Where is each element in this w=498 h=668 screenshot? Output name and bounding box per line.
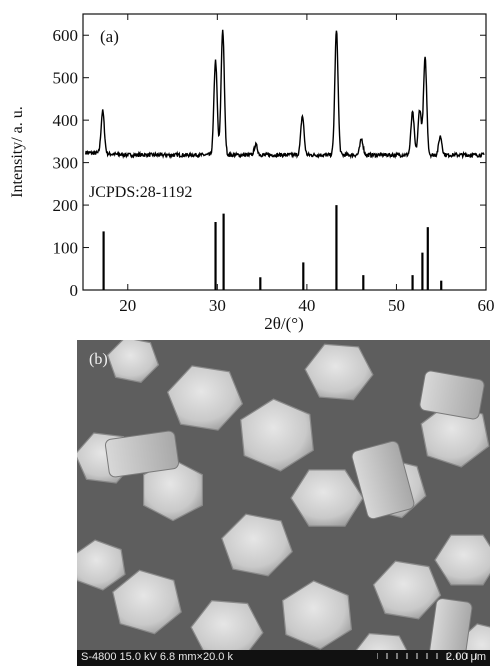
hexagon-particle xyxy=(434,534,490,586)
sem-scale-text: 2.00 μm xyxy=(446,651,486,663)
y-tick-label: 100 xyxy=(53,239,79,258)
scale-bar-ticks xyxy=(377,653,477,659)
plate-particle-side xyxy=(419,370,485,420)
x-axis-ticks: 20 30 40 50 60 xyxy=(119,14,495,315)
hexagon-particle xyxy=(304,343,374,401)
y-tick-label: 300 xyxy=(53,154,79,173)
hexagon-particle xyxy=(221,513,293,577)
y-tick-label: 200 xyxy=(53,196,79,215)
x-tick-label: 40 xyxy=(298,296,315,315)
hexagon-particle xyxy=(290,469,364,527)
hexagon-particle xyxy=(166,365,244,431)
plate-particle-side xyxy=(104,430,180,478)
hexagon-particle xyxy=(281,580,353,650)
x-tick-label: 50 xyxy=(388,296,405,315)
hexagon-particle xyxy=(142,458,204,522)
sem-image: (b) S-4800 15.0 kV 6.8 mm×20.0 k 2.00 μm xyxy=(77,340,490,666)
xrd-pattern-line xyxy=(84,29,485,160)
sem-info-bar: S-4800 15.0 kV 6.8 mm×20.0 k 2.00 μm xyxy=(77,650,490,666)
panel-label-a: (a) xyxy=(100,27,119,46)
x-axis-label: 2θ/(°) xyxy=(264,314,304,333)
panel-label-b: (b) xyxy=(89,351,108,368)
hexagon-particle xyxy=(372,560,442,620)
reference-sticks xyxy=(102,205,443,290)
y-tick-label: 500 xyxy=(53,69,79,88)
y-axis-label: Intensity/ a. u. xyxy=(9,106,26,198)
hexagon-particle xyxy=(112,569,182,635)
plate-particle-side xyxy=(351,440,415,520)
hexagon-particle xyxy=(240,398,314,472)
hexagonal-particles xyxy=(77,340,490,666)
y-tick-label: 600 xyxy=(53,26,79,45)
y-axis-ticks: 0 100 200 300 400 500 600 xyxy=(53,26,486,300)
xrd-chart: 0 100 200 300 400 500 600 20 30 40 50 60 (a) JCPDS… xyxy=(9,13,495,333)
sem-info-text: S-4800 15.0 kV 6.8 mm×20.0 k xyxy=(81,651,233,663)
x-tick-label: 60 xyxy=(478,296,495,315)
y-tick-label: 0 xyxy=(70,281,79,300)
plot-frame xyxy=(82,13,487,291)
x-tick-label: 30 xyxy=(209,296,226,315)
sem-micrograph: (b) xyxy=(77,340,490,666)
hexagon-particle xyxy=(106,340,160,383)
x-tick-label: 20 xyxy=(119,296,136,315)
hexagon-particle xyxy=(77,539,126,591)
reference-label: JCPDS:28-1192 xyxy=(89,184,192,201)
y-tick-label: 400 xyxy=(53,111,79,130)
